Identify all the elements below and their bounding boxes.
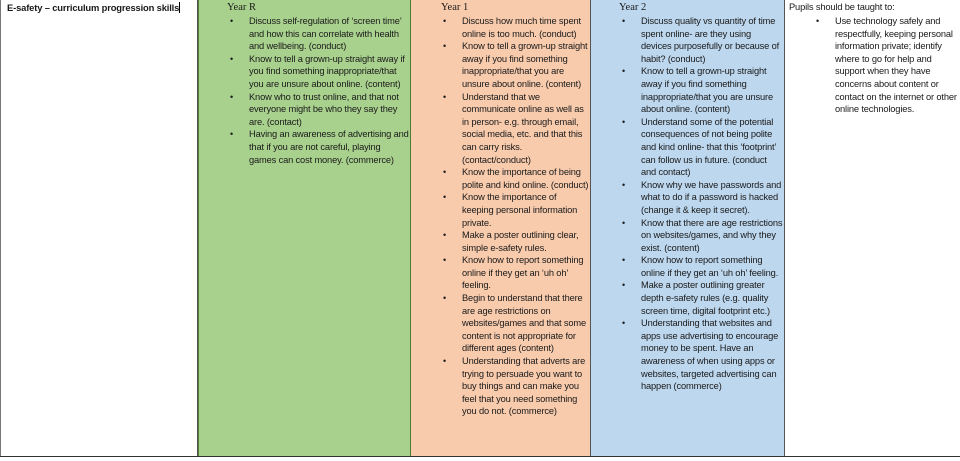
- year-1-heading: Year 1: [441, 2, 469, 13]
- bullet-icon: •: [622, 116, 626, 127]
- bullet-icon: •: [622, 318, 626, 329]
- list-item: • Make a poster outlining greater depth e…: [622, 279, 783, 317]
- bullet-icon: •: [443, 356, 447, 367]
- list-item-text: Know how to report something online if t…: [462, 255, 584, 291]
- list-item: • Begin to understand that there are age …: [443, 292, 590, 355]
- bullet-icon: •: [230, 53, 234, 64]
- bullet-icon: •: [230, 16, 234, 26]
- bullet-icon: •: [622, 217, 626, 228]
- national-curriculum-intro: Pupils should be taught to:: [789, 2, 895, 12]
- list-item-text: Know why we have passwords and what to d…: [641, 179, 782, 215]
- bullet-icon: •: [816, 16, 820, 26]
- year-2-list: • Discuss quality vs quantity of time spe…: [622, 15, 783, 393]
- year-r-list: • Discuss self-regulation of ‘screen time…: [230, 15, 409, 166]
- list-item: • Know how to report something online if …: [443, 254, 590, 292]
- document-title: E-safety – curriculum progression skills: [7, 2, 181, 13]
- list-item: • Understanding that websites and apps us…: [622, 317, 783, 393]
- list-item-text: Discuss self-regulation of ‘screen time’…: [249, 16, 402, 52]
- list-item-text: Know the importance of being polite and …: [462, 167, 589, 190]
- national-curriculum-list: • Use technology safely and respectfully,…: [816, 15, 957, 116]
- bullet-icon: •: [622, 255, 626, 266]
- list-item-text: Make a poster outlining clear, simple e-…: [462, 230, 579, 253]
- list-item: • Understand some of the potential conseq…: [622, 116, 783, 179]
- list-item-text: Know to tell a grown-up straight away if…: [249, 53, 405, 89]
- year-1-list: • Discuss how much time spent online is t…: [443, 15, 590, 418]
- list-item-text: Understanding that adverts are trying to…: [462, 356, 586, 417]
- list-item-text: Know how to report something online if t…: [641, 255, 779, 278]
- list-item-text: Having an awareness of advertising and t…: [249, 129, 409, 165]
- bullet-icon: •: [230, 91, 234, 102]
- bullet-icon: •: [443, 255, 447, 266]
- list-item-text: Know that there are age restrictions on …: [641, 217, 783, 253]
- bullet-icon: •: [622, 179, 626, 190]
- list-item: • Know the importance of being polite and…: [443, 166, 590, 191]
- bullet-icon: •: [443, 41, 447, 52]
- list-item-text: Begin to understand that there are age r…: [462, 293, 586, 354]
- year-r-cell[interactable]: Year R • Discuss self-regulation of ‘scre…: [198, 0, 411, 456]
- list-item-text: Understand some of the potential consequ…: [641, 116, 777, 178]
- list-item: • Know why we have passwords and what to …: [622, 179, 783, 217]
- list-item-text: Discuss quality vs quantity of time spen…: [641, 16, 780, 64]
- list-item: • Know to tell a grown-up straight away i…: [622, 65, 783, 115]
- list-item: • Know the importance of keeping personal…: [443, 191, 590, 229]
- year-1-cell[interactable]: Year 1 • Discuss how much time spent onli…: [411, 0, 591, 456]
- text-cursor: [179, 2, 181, 13]
- year-2-cell[interactable]: Year 2 • Discuss quality vs quantity of t…: [591, 0, 785, 456]
- year-r-heading: Year R: [227, 2, 256, 13]
- list-item-text: Understand that we communicate online as…: [462, 91, 584, 165]
- list-item-text: Know the importance of keeping personal …: [462, 192, 578, 228]
- list-item-text: Know to tell a grown-up straight away if…: [641, 66, 774, 115]
- list-item: • Discuss self-regulation of ‘screen time…: [230, 15, 409, 53]
- list-item: • Understand that we communicate online a…: [443, 91, 590, 167]
- list-item: • Having an awareness of advertising and …: [230, 128, 409, 166]
- list-item: • Know who to trust online, and that not …: [230, 91, 409, 129]
- list-item: • Make a poster outlining clear, simple e…: [443, 229, 590, 254]
- list-item: • Use technology safely and respectfully,…: [816, 15, 957, 116]
- list-item-text: Know who to trust online, and that not e…: [249, 91, 399, 127]
- bullet-icon: •: [230, 129, 234, 140]
- national-curriculum-cell[interactable]: Pupils should be taught to: • Use technol…: [785, 0, 960, 456]
- bullet-icon: •: [622, 280, 626, 291]
- list-item: • Discuss how much time spent online is t…: [443, 15, 590, 40]
- bullet-icon: •: [443, 167, 447, 178]
- list-item: • Know to tell a grown-up straight away i…: [230, 53, 409, 91]
- table-bottom-border: [0, 456, 960, 457]
- list-item-text: Know to tell a grown-up straight away if…: [462, 41, 588, 89]
- title-cell[interactable]: E-safety – curriculum progression skills: [0, 0, 198, 456]
- year-2-heading: Year 2: [619, 2, 647, 13]
- bullet-icon: •: [443, 16, 447, 26]
- bullet-icon: •: [622, 66, 626, 77]
- list-item-text: Discuss how much time spent online is to…: [462, 16, 581, 39]
- list-item: • Discuss quality vs quantity of time spe…: [622, 15, 783, 65]
- list-item-text: Understanding that websites and apps use…: [641, 318, 779, 392]
- list-item: • Understanding that adverts are trying t…: [443, 355, 590, 418]
- bullet-icon: •: [443, 192, 447, 203]
- list-item: • Know how to report something online if …: [622, 254, 783, 279]
- bullet-icon: •: [443, 91, 447, 102]
- bullet-icon: •: [622, 16, 626, 26]
- list-item: • Know to tell a grown-up straight away i…: [443, 40, 590, 90]
- bullet-icon: •: [443, 230, 447, 241]
- list-item-text: Make a poster outlining greater depth e-…: [641, 280, 770, 316]
- list-item: • Know that there are age restrictions on…: [622, 217, 783, 255]
- bullet-icon: •: [443, 293, 447, 304]
- list-item-text: Use technology safely and respectfully, …: [835, 16, 957, 115]
